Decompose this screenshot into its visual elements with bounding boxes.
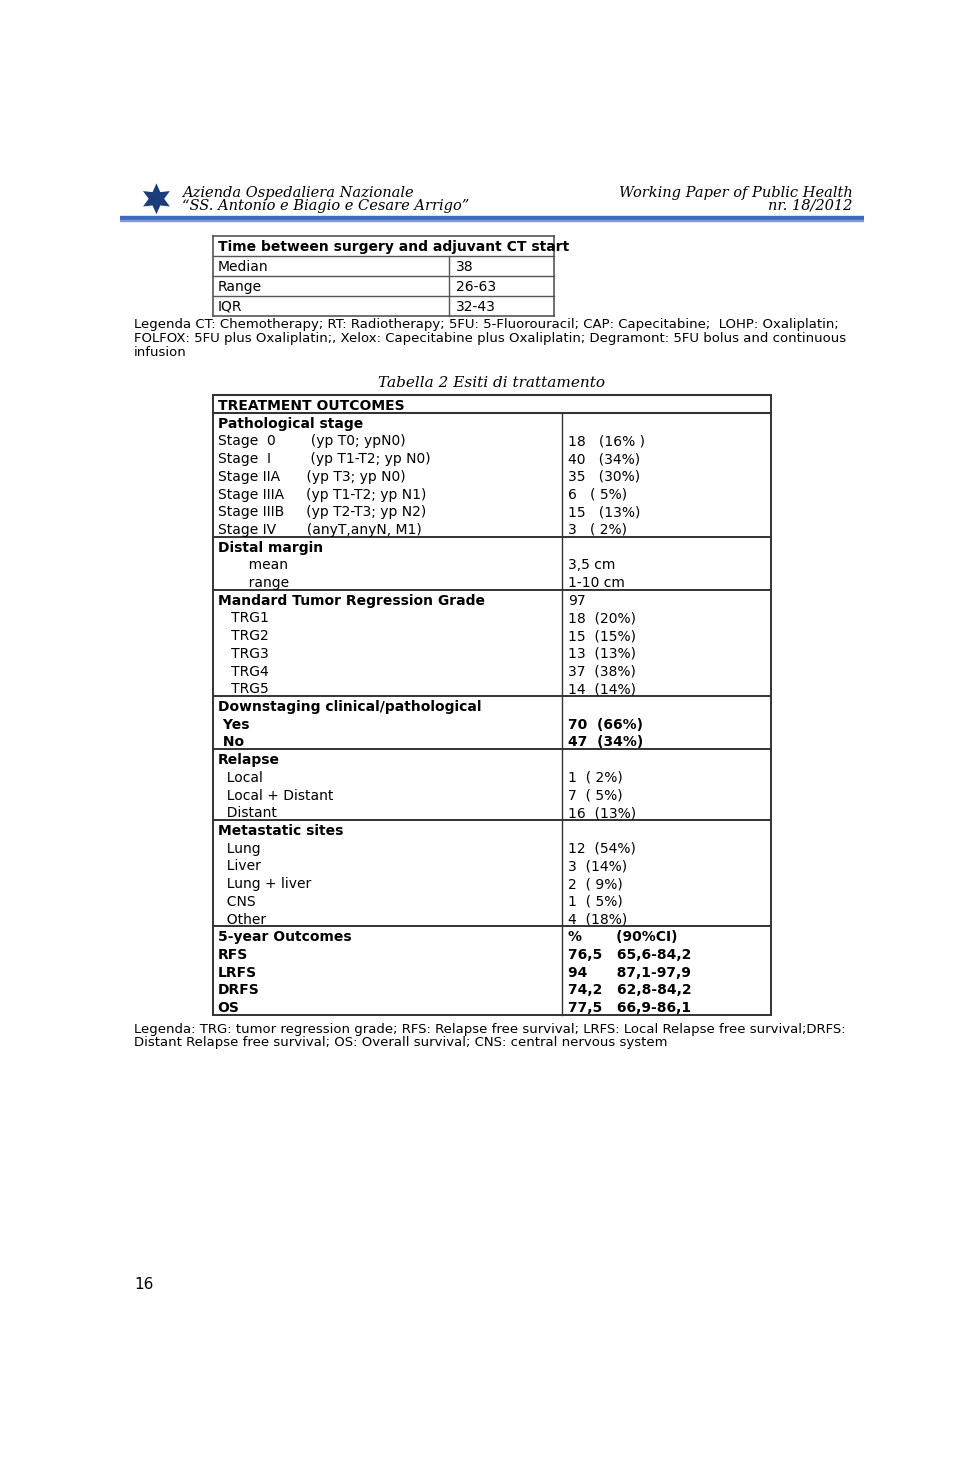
Text: TREATMENT OUTCOMES: TREATMENT OUTCOMES — [218, 400, 404, 413]
Text: Distal margin: Distal margin — [218, 540, 323, 555]
Text: 32-43: 32-43 — [456, 300, 495, 313]
Text: Stage  I         (yp T1-T2; yp N0): Stage I (yp T1-T2; yp N0) — [218, 452, 430, 466]
Text: 15  (15%): 15 (15%) — [568, 630, 636, 643]
Text: Stage IIIA     (yp T1-T2; yp N1): Stage IIIA (yp T1-T2; yp N1) — [218, 488, 426, 502]
Text: Lung + liver: Lung + liver — [218, 877, 311, 892]
Text: 26-63: 26-63 — [456, 280, 495, 294]
Text: 77,5   66,9-86,1: 77,5 66,9-86,1 — [568, 1001, 691, 1015]
Text: Pathological stage: Pathological stage — [218, 417, 363, 430]
Text: 3   ( 2%): 3 ( 2%) — [568, 523, 627, 537]
Text: Other: Other — [218, 912, 266, 927]
Text: Lung: Lung — [218, 842, 260, 856]
Text: infusion: infusion — [134, 346, 186, 359]
Text: 3  (14%): 3 (14%) — [568, 859, 627, 874]
Text: 1  ( 5%): 1 ( 5%) — [568, 895, 623, 909]
Text: 16: 16 — [134, 1277, 154, 1291]
Text: 3,5 cm: 3,5 cm — [568, 558, 615, 572]
Text: Stage IIIB     (yp T2-T3; yp N2): Stage IIIB (yp T2-T3; yp N2) — [218, 505, 426, 520]
Text: IQR: IQR — [218, 300, 242, 313]
Text: “SS. Antonio e Biagio e Cesare Arrigo”: “SS. Antonio e Biagio e Cesare Arrigo” — [182, 199, 469, 212]
Text: Stage  0        (yp T0; ypN0): Stage 0 (yp T0; ypN0) — [218, 435, 405, 448]
Text: Legenda CT: Chemotherapy; RT: Radiotherapy; 5FU: 5-Fluorouracil; CAP: Capecitabi: Legenda CT: Chemotherapy; RT: Radiothera… — [134, 318, 839, 331]
Text: 14  (14%): 14 (14%) — [568, 682, 636, 697]
Text: Median: Median — [218, 259, 268, 274]
Text: range: range — [218, 575, 289, 590]
Text: mean: mean — [218, 558, 288, 572]
Text: 35   (30%): 35 (30%) — [568, 470, 640, 483]
Text: FOLFOX: 5FU plus Oxaliplatin;, Xelox: Capecitabine plus Oxaliplatin; Degramont: : FOLFOX: 5FU plus Oxaliplatin;, Xelox: Ca… — [134, 332, 846, 346]
Text: 18  (20%): 18 (20%) — [568, 612, 636, 625]
Text: 94      87,1-97,9: 94 87,1-97,9 — [568, 966, 691, 979]
Text: Mandard Tumor Regression Grade: Mandard Tumor Regression Grade — [218, 594, 485, 608]
Text: nr. 18/2012: nr. 18/2012 — [768, 199, 852, 212]
Text: Working Paper of Public Health: Working Paper of Public Health — [618, 186, 852, 201]
Polygon shape — [143, 183, 170, 214]
Text: Local: Local — [218, 772, 262, 785]
Text: 1-10 cm: 1-10 cm — [568, 575, 625, 590]
Text: 70  (66%): 70 (66%) — [568, 717, 643, 732]
Text: TRG4: TRG4 — [218, 665, 269, 679]
Text: TRG2: TRG2 — [218, 630, 269, 643]
Text: DRFS: DRFS — [218, 984, 259, 997]
Text: 6   ( 5%): 6 ( 5%) — [568, 488, 627, 502]
Text: TRG1: TRG1 — [218, 612, 269, 625]
Text: 18   (16% ): 18 (16% ) — [568, 435, 645, 448]
Text: Stage IV       (anyT,anyN, M1): Stage IV (anyT,anyN, M1) — [218, 523, 421, 537]
Text: 4  (18%): 4 (18%) — [568, 912, 627, 927]
Text: Local + Distant: Local + Distant — [218, 789, 333, 802]
Text: Tabella 2 Esiti di trattamento: Tabella 2 Esiti di trattamento — [378, 376, 606, 389]
Text: Distant Relapse free survival; OS: Overall survival; CNS: central nervous system: Distant Relapse free survival; OS: Overa… — [134, 1035, 667, 1048]
Text: 13  (13%): 13 (13%) — [568, 647, 636, 660]
Text: 97: 97 — [568, 594, 586, 608]
Text: Stage IIA      (yp T3; yp N0): Stage IIA (yp T3; yp N0) — [218, 470, 405, 483]
Text: Liver: Liver — [218, 859, 260, 874]
Text: No: No — [218, 735, 244, 750]
Text: 12  (54%): 12 (54%) — [568, 842, 636, 856]
Text: Legenda: TRG: tumor regression grade; RFS: Relapse free survival; LRFS: Local Re: Legenda: TRG: tumor regression grade; RF… — [134, 1023, 846, 1035]
Text: Distant: Distant — [218, 807, 276, 820]
Text: Yes: Yes — [218, 717, 250, 732]
Text: Time between surgery and adjuvant CT start: Time between surgery and adjuvant CT sta… — [218, 240, 569, 255]
Text: 76,5   65,6-84,2: 76,5 65,6-84,2 — [568, 949, 691, 962]
Text: 7  ( 5%): 7 ( 5%) — [568, 789, 623, 802]
Text: Downstaging clinical/pathological: Downstaging clinical/pathological — [218, 700, 481, 714]
Text: 38: 38 — [456, 259, 473, 274]
Text: LRFS: LRFS — [218, 966, 256, 979]
Text: 74,2   62,8-84,2: 74,2 62,8-84,2 — [568, 984, 691, 997]
Text: Relapse: Relapse — [218, 752, 279, 767]
Text: 1  ( 2%): 1 ( 2%) — [568, 772, 623, 785]
Text: 47  (34%): 47 (34%) — [568, 735, 643, 750]
Text: %       (90%CI): % (90%CI) — [568, 930, 678, 944]
Text: TRG5: TRG5 — [218, 682, 269, 697]
Text: CNS: CNS — [218, 895, 255, 909]
Text: OS: OS — [218, 1001, 240, 1015]
Text: RFS: RFS — [218, 949, 248, 962]
Text: Range: Range — [218, 280, 262, 294]
Text: 15   (13%): 15 (13%) — [568, 505, 640, 520]
Text: 2  ( 9%): 2 ( 9%) — [568, 877, 623, 892]
Text: 5-year Outcomes: 5-year Outcomes — [218, 930, 351, 944]
Bar — [120, 220, 864, 221]
Bar — [120, 215, 864, 220]
Text: Metastatic sites: Metastatic sites — [218, 824, 343, 837]
Text: Azienda Ospedaliera Nazionale: Azienda Ospedaliera Nazionale — [182, 186, 414, 201]
Text: 40   (34%): 40 (34%) — [568, 452, 640, 466]
Text: 16  (13%): 16 (13%) — [568, 807, 636, 820]
Text: 37  (38%): 37 (38%) — [568, 665, 636, 679]
Text: TRG3: TRG3 — [218, 647, 269, 660]
